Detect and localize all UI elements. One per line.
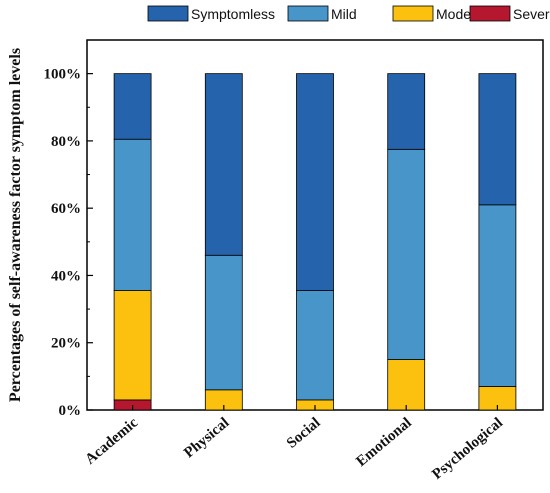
legend-label-symptomless: Symptomless xyxy=(191,6,275,22)
legend-swatch-symptomless xyxy=(147,5,189,22)
legend-swatch-severe xyxy=(469,5,511,22)
x-tick-label-psychological: Psychological xyxy=(429,415,506,483)
y-tick-label: 100% xyxy=(44,67,82,83)
legend-label-severe: Severe xyxy=(513,6,550,22)
bar-academic-moderate xyxy=(113,290,152,401)
y-axis: 0% 20% 40% 60% 80% 100% xyxy=(44,67,93,419)
bar-social-symptomless xyxy=(296,73,334,291)
bar-psychological-mild xyxy=(478,204,517,387)
bar-academic-symptomless xyxy=(113,73,152,140)
bar-social-mild xyxy=(296,290,334,401)
y-tick-label: 0% xyxy=(59,403,82,419)
x-tick-label-physical: Physical xyxy=(181,415,232,462)
bar-physical-mild xyxy=(204,254,243,391)
y-tick-label: 20% xyxy=(51,336,81,352)
x-tick-label-social: Social xyxy=(284,415,324,452)
x-tick-label-academic: Academic xyxy=(82,415,141,468)
bars xyxy=(113,73,517,411)
legend-label-mild: Mild xyxy=(331,6,357,22)
bar-emotional-moderate xyxy=(387,359,426,411)
legend-swatch-mild xyxy=(287,5,329,22)
x-axis: Academic Physical Social Emotional Psycholog… xyxy=(82,405,506,483)
legend: SymptomlessMildModerateSevere xyxy=(147,5,550,22)
bar-academic-mild xyxy=(113,138,152,291)
x-tick-label-emotional: Emotional xyxy=(353,415,414,470)
y-tick-label: 80% xyxy=(51,134,81,150)
bar-psychological-symptomless xyxy=(478,73,517,206)
legend-swatch-moderate xyxy=(392,5,434,22)
bar-physical-symptomless xyxy=(204,73,243,256)
bar-emotional-mild xyxy=(387,148,426,360)
bar-emotional-symptomless xyxy=(387,73,426,150)
y-axis-label: Percentages of self-awareness factor sym… xyxy=(7,48,24,402)
y-tick-label: 60% xyxy=(51,201,81,217)
y-tick-label: 40% xyxy=(51,268,81,284)
